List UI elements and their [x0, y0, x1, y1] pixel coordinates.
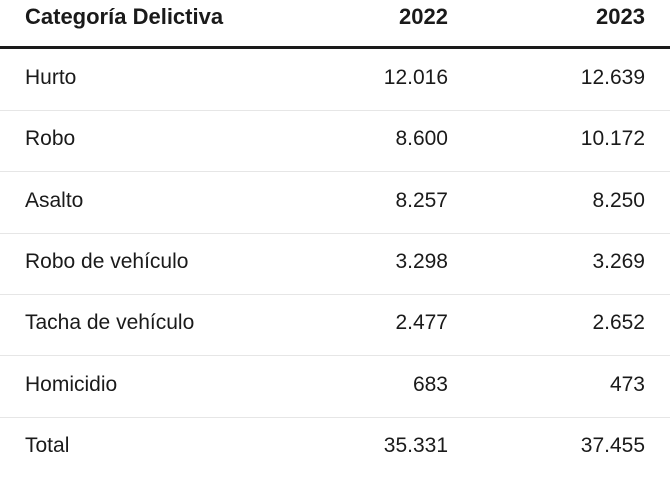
row-category: Homicidio: [25, 373, 118, 396]
row-value-2023: 473: [609, 373, 645, 396]
row-category: Asalto: [25, 189, 84, 212]
header-2022: 2022: [399, 4, 448, 29]
row-value-2022: 8.257: [395, 189, 448, 212]
row-value-2022: 2.477: [395, 311, 448, 334]
table-row: Homicidio 683 473: [0, 356, 670, 418]
header-category: Categoría Delictiva: [25, 4, 224, 29]
row-value-2022: 683: [412, 373, 448, 396]
table-row-total: Total 35.331 37.455: [0, 417, 670, 478]
row-value-2023: 37.455: [580, 434, 645, 457]
row-value-2023: 10.172: [580, 127, 645, 150]
row-category: Total: [25, 434, 70, 457]
header-2023: 2023: [596, 4, 645, 29]
table-row: Hurto 12.016 12.639: [0, 49, 670, 111]
row-value-2023: 2.652: [592, 311, 645, 334]
table-row: Tacha de vehículo 2.477 2.652: [0, 294, 670, 356]
row-value-2022: 3.298: [395, 250, 448, 273]
row-category: Tacha de vehículo: [25, 311, 195, 334]
table-row: Robo 8.600 10.172: [0, 110, 670, 172]
row-category: Robo: [25, 127, 76, 150]
row-category: Hurto: [25, 66, 77, 89]
row-value-2022: 12.016: [383, 66, 448, 89]
table-row: Asalto 8.257 8.250: [0, 172, 670, 234]
row-value-2023: 8.250: [592, 189, 645, 212]
row-value-2022: 35.331: [383, 434, 448, 457]
table-header: Categoría Delictiva 2022 2023: [0, 0, 670, 49]
row-value-2023: 3.269: [592, 250, 645, 273]
row-value-2023: 12.639: [580, 66, 645, 89]
row-value-2022: 8.600: [395, 127, 448, 150]
row-category: Robo de vehículo: [25, 250, 189, 273]
table-row: Robo de vehículo 3.298 3.269: [0, 233, 670, 295]
